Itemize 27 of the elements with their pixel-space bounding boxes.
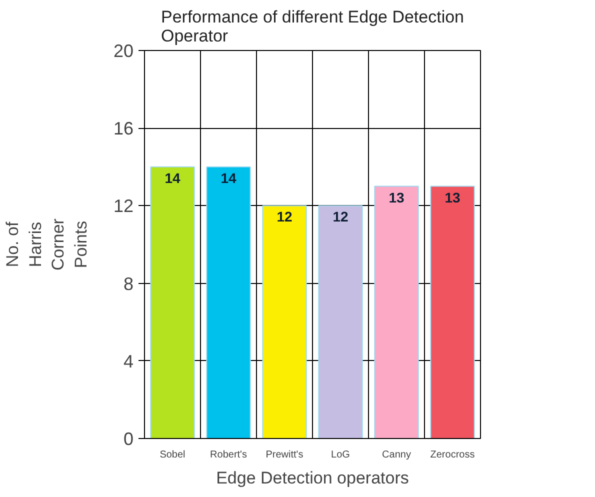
y-tick-label: 16: [113, 118, 134, 139]
x-tick-label: Robert's: [210, 450, 247, 460]
chart-title: Performance of different Edge Detection Operator: [160, 8, 464, 46]
x-tick-label: Prewitt's: [266, 450, 304, 460]
data-label: 13: [388, 189, 404, 206]
bar: [150, 166, 195, 438]
y-tick-label: 12: [113, 196, 134, 216]
y-tick-label: 0: [123, 429, 134, 449]
data-label: 13: [444, 189, 460, 206]
y-tick-label: 20: [113, 41, 134, 61]
x-tick-label: Sobel: [160, 450, 186, 460]
x-axis-title: Edge Detection operators: [216, 468, 409, 488]
x-tick-label: Zerocross: [430, 450, 475, 460]
data-label: 12: [332, 208, 348, 225]
bar: [206, 166, 251, 438]
data-label: 14: [164, 170, 180, 186]
data-label: 14: [220, 170, 236, 186]
bar: [262, 205, 307, 438]
y-tick-label: 4: [123, 351, 134, 372]
x-tick-label: LoG: [331, 450, 350, 460]
bar: [430, 186, 475, 438]
y-tick-label: 8: [123, 274, 134, 294]
x-tick-label: Canny: [382, 450, 411, 460]
data-label: 12: [276, 208, 292, 225]
y-axis-title: No. of Harris Corner Points: [3, 218, 90, 270]
bar: [374, 186, 419, 438]
bar: [318, 205, 363, 438]
